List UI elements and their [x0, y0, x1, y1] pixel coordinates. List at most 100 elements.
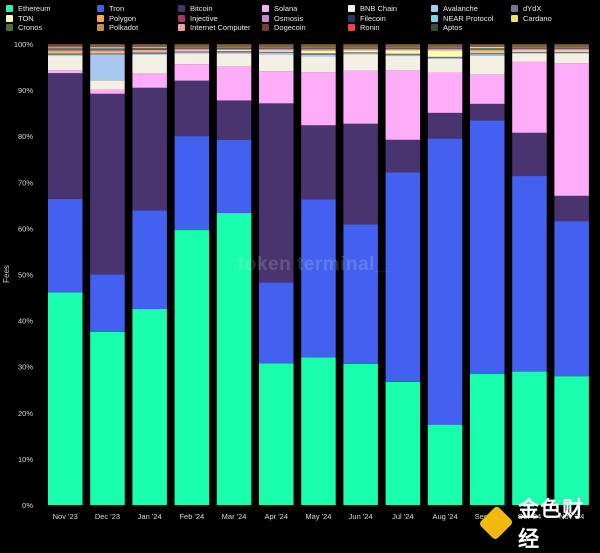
bar-segment: [470, 56, 505, 74]
bar-segment: [217, 51, 252, 52]
x-tick-label: Jan '24: [138, 512, 162, 521]
bar-segment: [132, 47, 167, 48]
bar-segment: [175, 230, 210, 505]
y-axis: 0%10%20%30%40%50%60%70%80%90%100%: [14, 40, 34, 510]
bar-segment: [48, 45, 83, 46]
y-tick-label: 30%: [18, 363, 33, 372]
bar-segment: [217, 100, 252, 139]
bar-segment: [132, 210, 167, 309]
bar-segment: [386, 55, 421, 56]
bar-segment: [554, 221, 589, 376]
bar-segment: [386, 50, 421, 53]
bar-segment: [512, 52, 547, 53]
bar-segment: [343, 124, 378, 225]
bar-segment: [470, 54, 505, 56]
bar-segment: [90, 54, 125, 80]
bar-segment: [90, 53, 125, 54]
bar-segment: [554, 49, 589, 50]
bar-segment: [554, 52, 589, 53]
bar-segment: [554, 196, 589, 221]
bar-segment: [217, 49, 252, 50]
watermark: token terminal_: [238, 254, 386, 276]
bar-segment: [90, 90, 125, 94]
bar-segment: [386, 140, 421, 172]
bar-segment: [48, 47, 83, 48]
x-tick-label: Mar '24: [222, 512, 247, 521]
bar-segment: [175, 52, 210, 53]
bar-segment: [386, 382, 421, 505]
bar-segment: [386, 56, 421, 70]
bar-segment: [386, 70, 421, 139]
bar-segment: [175, 51, 210, 52]
bar-segment: [386, 172, 421, 382]
y-tick-label: 40%: [18, 317, 33, 326]
bar-segment: [132, 73, 167, 88]
bar-segment: [90, 48, 125, 49]
bar-segment: [428, 58, 463, 59]
logo-mark-icon: [478, 505, 513, 540]
x-tick-label: Jun '24: [349, 512, 373, 521]
bar-segment: [175, 50, 210, 51]
bar-segment: [470, 104, 505, 121]
bar-segment: [132, 55, 167, 73]
bar-segment: [343, 52, 378, 53]
y-tick-label: 50%: [18, 271, 33, 280]
bar-segment: [428, 72, 463, 112]
bar-segment: [132, 52, 167, 53]
bar-segment: [259, 53, 294, 55]
bar-segment: [343, 53, 378, 54]
x-tick-label: Apr '24: [264, 512, 288, 521]
bar-segment: [217, 52, 252, 53]
y-tick-label: 0%: [22, 501, 33, 510]
bar-segment: [554, 53, 589, 63]
bar-segment: [301, 55, 336, 57]
bar-segment: [512, 372, 547, 505]
bar-segment: [470, 51, 505, 52]
bar-segment: [428, 113, 463, 139]
bar-segment: [217, 50, 252, 51]
bar-segment: [132, 309, 167, 505]
bar-segment: [259, 363, 294, 505]
bar-segment: [470, 120, 505, 373]
bar-segment: [217, 66, 252, 100]
bar-segment: [90, 94, 125, 274]
y-tick-label: 20%: [18, 409, 33, 418]
bar-segment: [470, 53, 505, 54]
bar-segment: [470, 374, 505, 505]
bar-segment: [301, 357, 336, 505]
bar-segment: [132, 54, 167, 55]
bar-segment: [90, 50, 125, 51]
bar-segment: [428, 425, 463, 505]
bar-segment: [512, 61, 547, 132]
bar-segment: [428, 57, 463, 58]
x-tick-label: Nov '23: [53, 512, 78, 521]
bar-segment: [48, 50, 83, 51]
bar-segment: [343, 364, 378, 505]
x-tick-label: May '24: [305, 512, 331, 521]
x-tick-label: Aug '24: [432, 512, 457, 521]
bar-segment: [48, 52, 83, 53]
bar-segment: [132, 50, 167, 51]
bar-segment: [175, 49, 210, 50]
bar-segment: [554, 63, 589, 196]
x-tick-label: Jul '24: [392, 512, 413, 521]
bar-segment: [301, 72, 336, 125]
bar-segment: [343, 50, 378, 52]
bar-segment: [48, 55, 83, 56]
bar-segment: [554, 50, 589, 51]
bar-segment: [512, 49, 547, 50]
bar-segment: [301, 200, 336, 358]
bar-segment: [259, 50, 294, 51]
bar-segment: [343, 49, 378, 50]
bar-segment: [470, 74, 505, 103]
bar-segment: [90, 52, 125, 53]
bar-segment: [259, 282, 294, 363]
bar-segment: [386, 54, 421, 55]
bar-segment: [48, 56, 83, 70]
bar-segment: [48, 292, 83, 505]
bar-segment: [90, 51, 125, 53]
bar-segment: [512, 133, 547, 176]
bar-segment: [343, 225, 378, 364]
y-tick-label: 100%: [14, 40, 34, 49]
bar-segment: [175, 81, 210, 136]
